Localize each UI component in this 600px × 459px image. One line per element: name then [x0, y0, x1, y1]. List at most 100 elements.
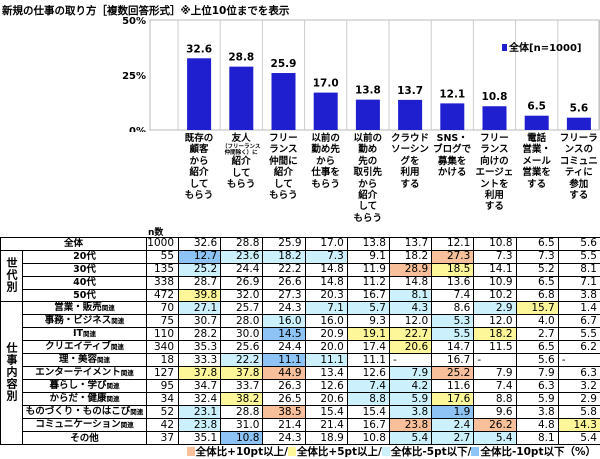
table-cell: 22.2 [263, 263, 305, 276]
table-cell: 6.5 [516, 341, 558, 354]
table-cell: 2.7 [516, 328, 558, 341]
y-tick-label: 0% [129, 126, 146, 132]
table-cell: 21.4 [263, 419, 305, 432]
category-label-line: もらう [347, 213, 389, 224]
table-cell: 14.3 [558, 419, 600, 432]
table-cell: 14.7 [432, 341, 474, 354]
table-cell: 5.5 [558, 328, 600, 341]
row-label-cell: ものづくり・ものはこび関連 [23, 406, 147, 419]
table-cell: 37.8 [221, 367, 263, 380]
table-cell: - [558, 354, 600, 367]
category-label-line: 紹介 [262, 167, 304, 178]
table-cell: 34.7 [179, 380, 221, 393]
table-cell: 28.9 [389, 263, 431, 276]
table-cell: 16.7 [432, 354, 474, 367]
table-cell: 22.7 [389, 328, 431, 341]
table-cell: 11.2 [347, 276, 389, 289]
row-n: 75 [147, 315, 179, 328]
category-label-line: する [516, 179, 558, 190]
table-cell: 25.2 [432, 367, 474, 380]
table-cell: 5.8 [558, 406, 600, 419]
row-label: ものづくり・ものはこび [26, 406, 131, 417]
table-cell: 5.7 [347, 302, 389, 315]
row-label-cell: 20代 [23, 250, 147, 263]
table-cell: 7.3 [474, 250, 516, 263]
bar [567, 118, 591, 130]
table-cell: 9.3 [347, 315, 389, 328]
category-label: クラウドソーシングを利用する [389, 133, 431, 190]
table-cell: 8.1 [516, 432, 558, 445]
table-cell: 35.1 [179, 432, 221, 445]
table-cell: 23.6 [221, 250, 263, 263]
category-label-line: して [262, 179, 304, 190]
table-cell: 20.9 [305, 328, 347, 341]
row-n: 472 [147, 289, 179, 302]
row-label-suffix: 関連 [111, 343, 124, 351]
table-cell: 6.8 [516, 289, 558, 302]
table-cell: 6.2 [558, 341, 600, 354]
row-label: 事務・ビジネス [45, 315, 112, 326]
data-label: 28.8 [228, 52, 254, 64]
legend-label: 全体比+5pt以上/ [297, 446, 382, 458]
table-cell: 27.1 [179, 302, 221, 315]
table-cell: 5.9 [516, 393, 558, 406]
category-label-line: もらう [220, 179, 262, 190]
bar [272, 73, 296, 130]
row-label-cell: クリエイティブ関連 [23, 341, 147, 354]
bar [229, 67, 253, 130]
legend-label: 全体比-5pt以下/ [391, 446, 472, 458]
table-cell: 18.9 [305, 432, 347, 445]
table-cell: 28.7 [179, 276, 221, 289]
table-cell: 44.9 [263, 367, 305, 380]
table-cell: 17.6 [432, 393, 474, 406]
table-cell: 12.7 [179, 250, 221, 263]
table-cell: 25.2 [179, 263, 221, 276]
legend-label: 全体比-10pt以下 [480, 446, 564, 458]
table-cell: 15.4 [305, 406, 347, 419]
table-cell: 14.1 [474, 263, 516, 276]
data-label: 10.8 [482, 91, 508, 103]
table-cell: 26.6 [263, 276, 305, 289]
table-cell: 18.5 [432, 263, 474, 276]
row-label: IT [73, 328, 83, 339]
table-cell: 30.0 [221, 328, 263, 341]
table-cell: 26.3 [263, 380, 305, 393]
category-label-line: 営業・ [516, 144, 558, 155]
table-cell: 8.8 [474, 393, 516, 406]
table-cell: 2.4 [432, 419, 474, 432]
table-cell: 11.6 [432, 380, 474, 393]
table-cell: 16.7 [347, 419, 389, 432]
table-cell: 28.0 [221, 315, 263, 328]
category-label-line: する [473, 201, 515, 212]
row-label-suffix: 関連 [83, 330, 96, 338]
table-cell: 6.5 [516, 276, 558, 289]
table-cell: 35.3 [179, 341, 221, 354]
category-label-line: 利用 [389, 167, 431, 178]
legend-swatch [471, 447, 479, 456]
row-n: 18 [147, 354, 179, 367]
category-label-line: 参加 [558, 179, 600, 190]
data-label: 12.1 [439, 88, 465, 100]
category-label: 電話営業・メール営業をする [516, 133, 558, 190]
group-cell: 仕事内容別 [1, 302, 23, 445]
table-cell: 21.4 [305, 419, 347, 432]
table-cell: 14.5 [263, 328, 305, 341]
data-label: 32.6 [186, 43, 212, 55]
table-cell: 13.8 [347, 238, 389, 251]
table-cell: 7.9 [474, 367, 516, 380]
category-label-line: フリー [262, 133, 304, 144]
row-label: クリエイティブ [45, 341, 111, 352]
table-cell: 6.7 [558, 315, 600, 328]
unit-label: （%） [564, 446, 596, 458]
table-cell: 22.2 [221, 354, 263, 367]
row-n: 42 [147, 419, 179, 432]
table-cell: 26.9 [221, 276, 263, 289]
row-label-cell: 事務・ビジネス関連 [23, 315, 147, 328]
table-cell: 9.6 [474, 406, 516, 419]
table-cell: 8.8 [347, 393, 389, 406]
table-cell: 25.7 [221, 302, 263, 315]
category-label: 既存の顧客から紹介してもらう [178, 133, 220, 201]
row-label-suffix: 関連 [130, 408, 143, 416]
